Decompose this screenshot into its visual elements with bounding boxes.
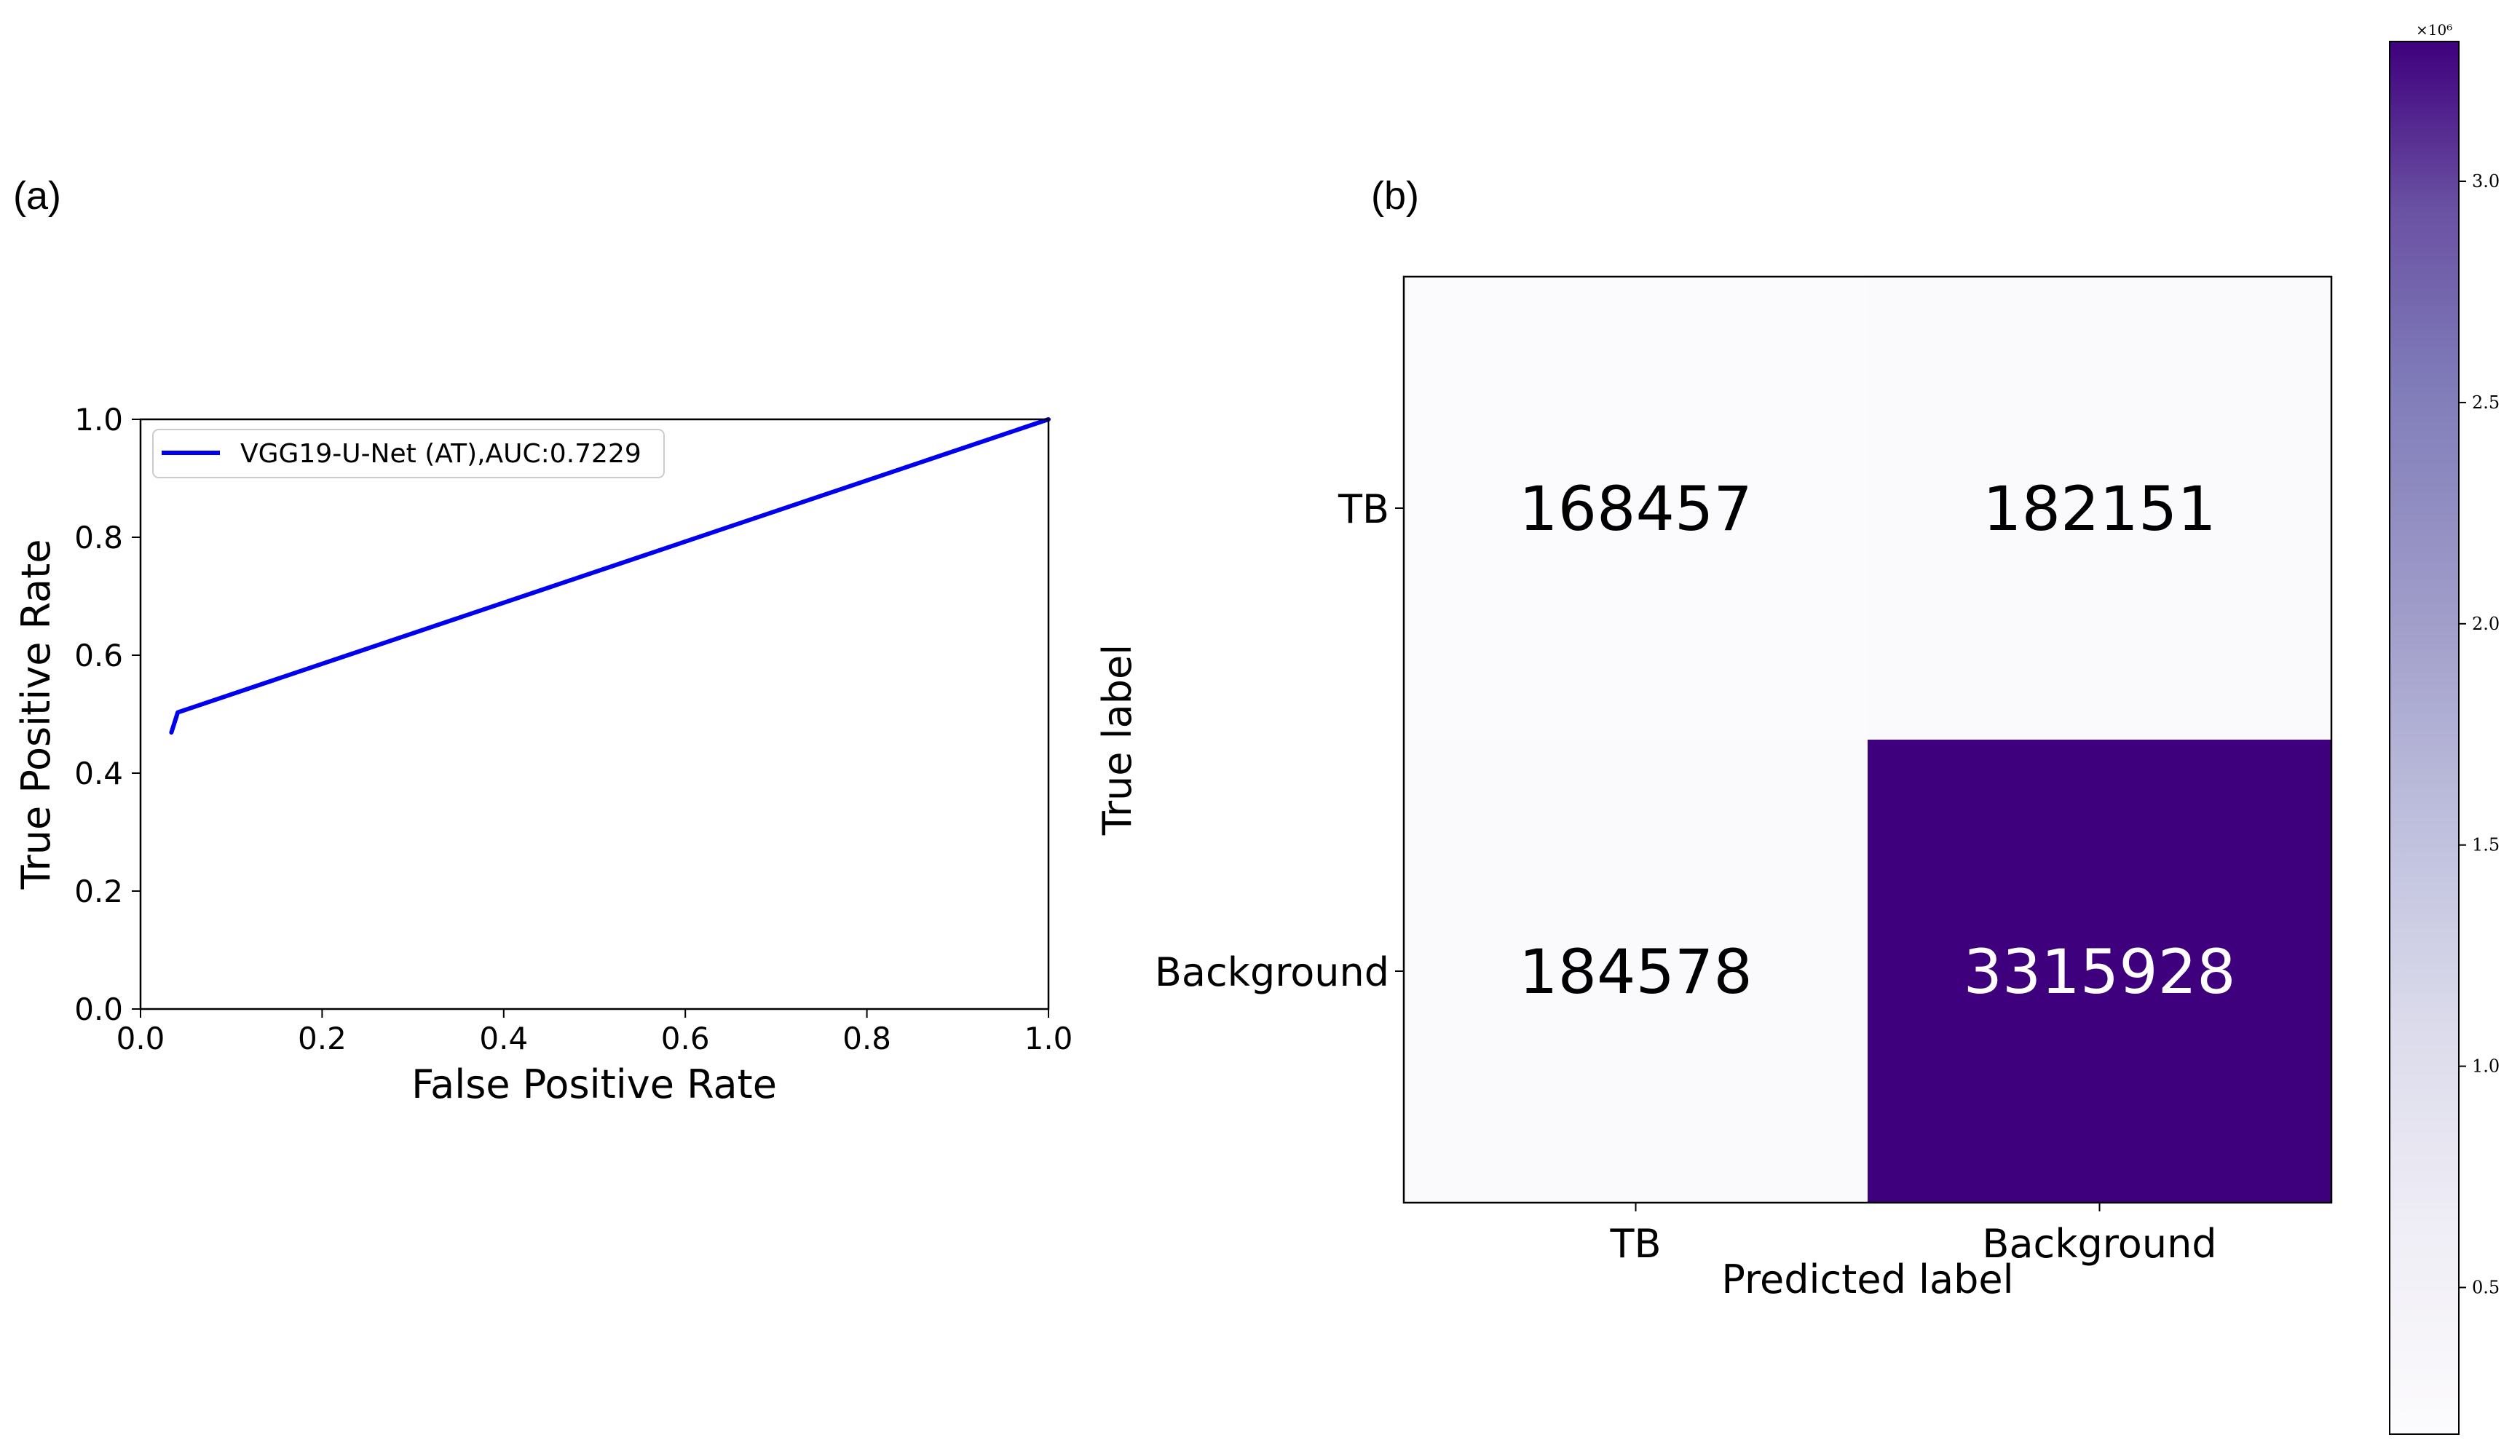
roc-x-tick-label: 1.0: [1024, 1021, 1073, 1056]
cm-cell: [1868, 740, 2331, 1203]
roc-x-tick-label: 0.6: [661, 1021, 710, 1056]
roc-x-tick-label: 0.8: [842, 1021, 891, 1056]
cm-cell-value: 184578: [1519, 936, 1753, 1008]
colorbar-gradient: [2389, 41, 2460, 1435]
colorbar-tick-label: 1.0: [2472, 1056, 2500, 1077]
cm-cell-value: 168457: [1519, 473, 1753, 545]
cm-cell-value: 182151: [1983, 473, 2216, 545]
colorbar: 0.5 1.0 1.5 2.0 2.5 3.0 ×10⁶: [2389, 21, 2500, 1435]
roc-x-axis-label: False Positive Rate: [411, 1061, 777, 1107]
colorbar-multiplier: ×10⁶: [2416, 21, 2452, 39]
roc-plot-frame: [139, 418, 1050, 1010]
roc-legend: VGG19-U-Net (AT),AUC:0.7229: [152, 429, 665, 478]
roc-y-tick-label: 0.0: [74, 992, 123, 1027]
colorbar-tick-label: 1.5: [2472, 835, 2500, 855]
colorbar-tick-label: 3.0: [2472, 171, 2500, 191]
cm-y-tick-label: TB: [1338, 486, 1389, 532]
cm-x-tick-label: TB: [1609, 1221, 1661, 1267]
roc-y-axis-label: True Positive Rate: [13, 539, 59, 890]
roc-y-tick-label: 1.0: [74, 402, 123, 438]
cm-y-axis-label: True label: [1094, 644, 1140, 836]
cm-frame: [1402, 275, 2333, 1204]
roc-x-tick-label: 0.0: [116, 1021, 165, 1056]
roc-series-line: [169, 417, 1051, 735]
panel-label-a: (a): [13, 174, 61, 218]
colorbar-tick-label: 0.5: [2472, 1277, 2500, 1297]
cm-cell: [1868, 277, 2331, 740]
cm-cell: [1404, 740, 1868, 1203]
cm-cell: [1404, 277, 1868, 740]
roc-chart: 0.0 0.2 0.4 0.6 0.8 1.0 0.0 0.2 0.4 0.6 0.8 1.0 VGG…: [13, 402, 1073, 1107]
roc-legend-box: [152, 429, 665, 478]
colorbar-tick-label: 2.5: [2472, 392, 2500, 413]
roc-legend-label: VGG19-U-Net (AT),AUC:0.7229: [240, 439, 641, 469]
roc-x-tick-label: 0.4: [479, 1021, 528, 1056]
colorbar-tick-label: 2.0: [2472, 614, 2500, 634]
cm-y-tick-label: Background: [1155, 949, 1389, 995]
cm-x-axis-label: Predicted label: [1721, 1257, 2013, 1302]
roc-y-tick-label: 0.8: [74, 520, 123, 555]
panel-label-b: (b): [1371, 174, 1419, 218]
roc-y-tick-label: 0.2: [74, 874, 123, 909]
cm-x-tick-label: Background: [1982, 1221, 2216, 1267]
roc-y-tick-label: 0.6: [74, 638, 123, 673]
cm-cell-value: 3315928: [1963, 936, 2235, 1008]
confusion-matrix: 168457 182151 184578 3315928 TB Background TB…: [1094, 275, 2333, 1302]
roc-y-tick-label: 0.4: [74, 756, 123, 791]
roc-x-tick-label: 0.2: [298, 1021, 347, 1056]
